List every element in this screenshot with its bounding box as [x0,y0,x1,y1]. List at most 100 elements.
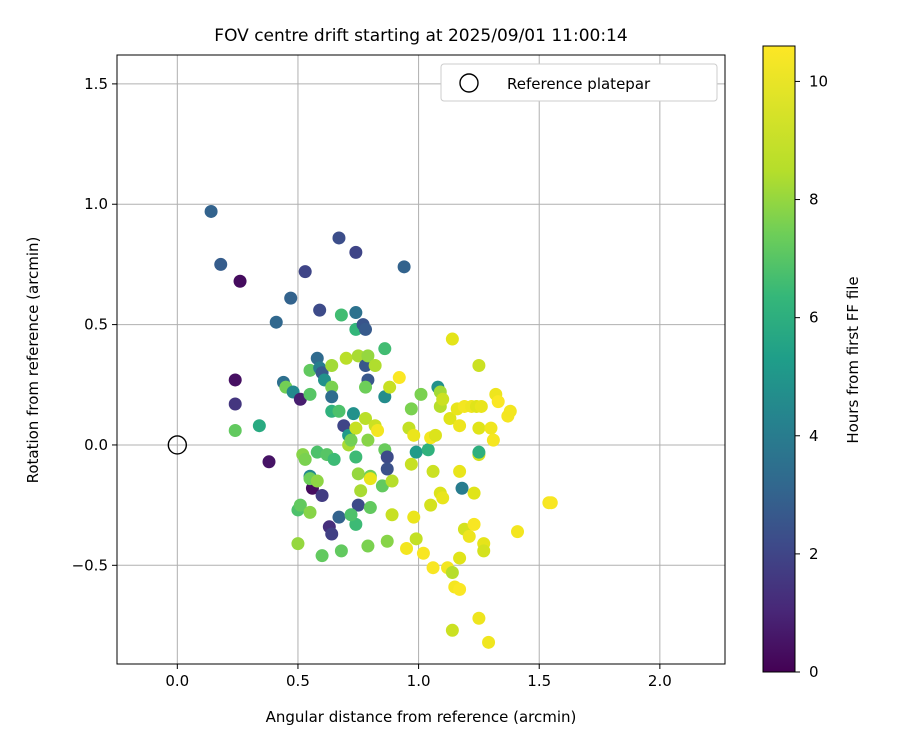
data-point [407,428,421,442]
data-point [334,544,348,558]
colorbar-tick-label: 0 [809,663,819,681]
data-point [443,411,457,425]
data-point [359,411,373,425]
y-tick-label: 1.0 [84,195,108,213]
data-points [204,204,558,649]
data-point [346,407,360,421]
data-point [344,433,358,447]
data-point [453,419,467,433]
plot-area [117,55,725,664]
data-point [380,462,394,476]
data-point [303,505,317,519]
data-point [351,467,365,481]
data-point [380,450,394,464]
data-point [375,479,389,493]
data-point [416,546,430,560]
data-point [383,380,397,394]
data-point [474,399,488,413]
data-point [424,498,438,512]
data-point [214,257,228,271]
data-point [453,582,467,596]
data-point [511,525,525,539]
data-point [349,421,363,435]
data-point [404,457,418,471]
data-point [325,380,339,394]
data-point [344,508,358,522]
data-point [409,532,423,546]
data-point [204,204,218,218]
y-axis-label: Rotation from reference (arcmin) [24,237,42,484]
data-point [445,332,459,346]
data-point [484,421,498,435]
data-point [378,390,392,404]
colorbar-tick-label: 10 [809,72,828,90]
data-point [426,464,440,478]
data-point [503,404,517,418]
data-point [303,387,317,401]
data-point [363,501,377,515]
data-point [409,445,423,459]
chart-title: FOV centre drift starting at 2025/09/01 … [214,26,627,46]
data-point [544,496,558,510]
data-point [368,359,382,373]
data-point [359,380,373,394]
data-point [445,566,459,580]
data-point [327,452,341,466]
data-point [298,452,312,466]
data-point [477,544,491,558]
colorbar-label: Hours from first FF file [844,276,862,443]
x-axis-label: Angular distance from reference (arcmin) [266,708,577,726]
data-point [284,291,298,305]
data-point [453,464,467,478]
data-point [351,498,365,512]
data-point [445,623,459,637]
data-point [332,510,346,524]
data-point [453,551,467,565]
legend-box [440,63,718,102]
data-point [407,510,421,524]
data-point [313,303,327,317]
data-point [349,245,363,259]
colorbar-tick-label: 4 [809,427,819,445]
data-point [455,481,469,495]
x-tick-label: 1.5 [527,672,551,690]
data-point [400,541,414,555]
data-point [252,419,266,433]
data-point [436,491,450,505]
x-tick-label: 1.0 [407,672,431,690]
data-point [363,472,377,486]
y-tick-label: 0.5 [84,316,108,334]
data-point [361,349,375,363]
colorbar-tick-label: 2 [809,545,819,563]
data-point [349,306,363,320]
x-tick-label: 0.5 [286,672,310,690]
y-tick-label: 0.0 [84,436,108,454]
data-point [325,359,339,373]
data-point [315,489,329,503]
data-point [392,371,406,385]
data-point [421,443,435,457]
data-point [361,433,375,447]
data-point [354,484,368,498]
data-point [349,450,363,464]
legend-label: Reference platepar [507,75,651,93]
plot-frame [116,54,726,665]
data-point [337,419,351,433]
y-tick-label: −0.5 [72,556,108,574]
colorbar-tick-label: 8 [809,191,819,209]
data-point [482,635,496,649]
data-point [315,549,329,563]
data-point [293,392,307,406]
data-point [349,517,363,531]
data-point [310,474,324,488]
data-point [380,534,394,548]
x-axis-ticks: 0.0 0.5 1.0 1.5 2.0 [165,664,672,690]
data-point [462,529,476,543]
data-point [486,433,500,447]
data-point [262,455,276,469]
data-point [385,474,399,488]
data-point [467,486,481,500]
data-point [426,561,440,575]
y-axis-ticks: −0.5 0.0 0.5 1.0 1.5 [72,75,117,574]
